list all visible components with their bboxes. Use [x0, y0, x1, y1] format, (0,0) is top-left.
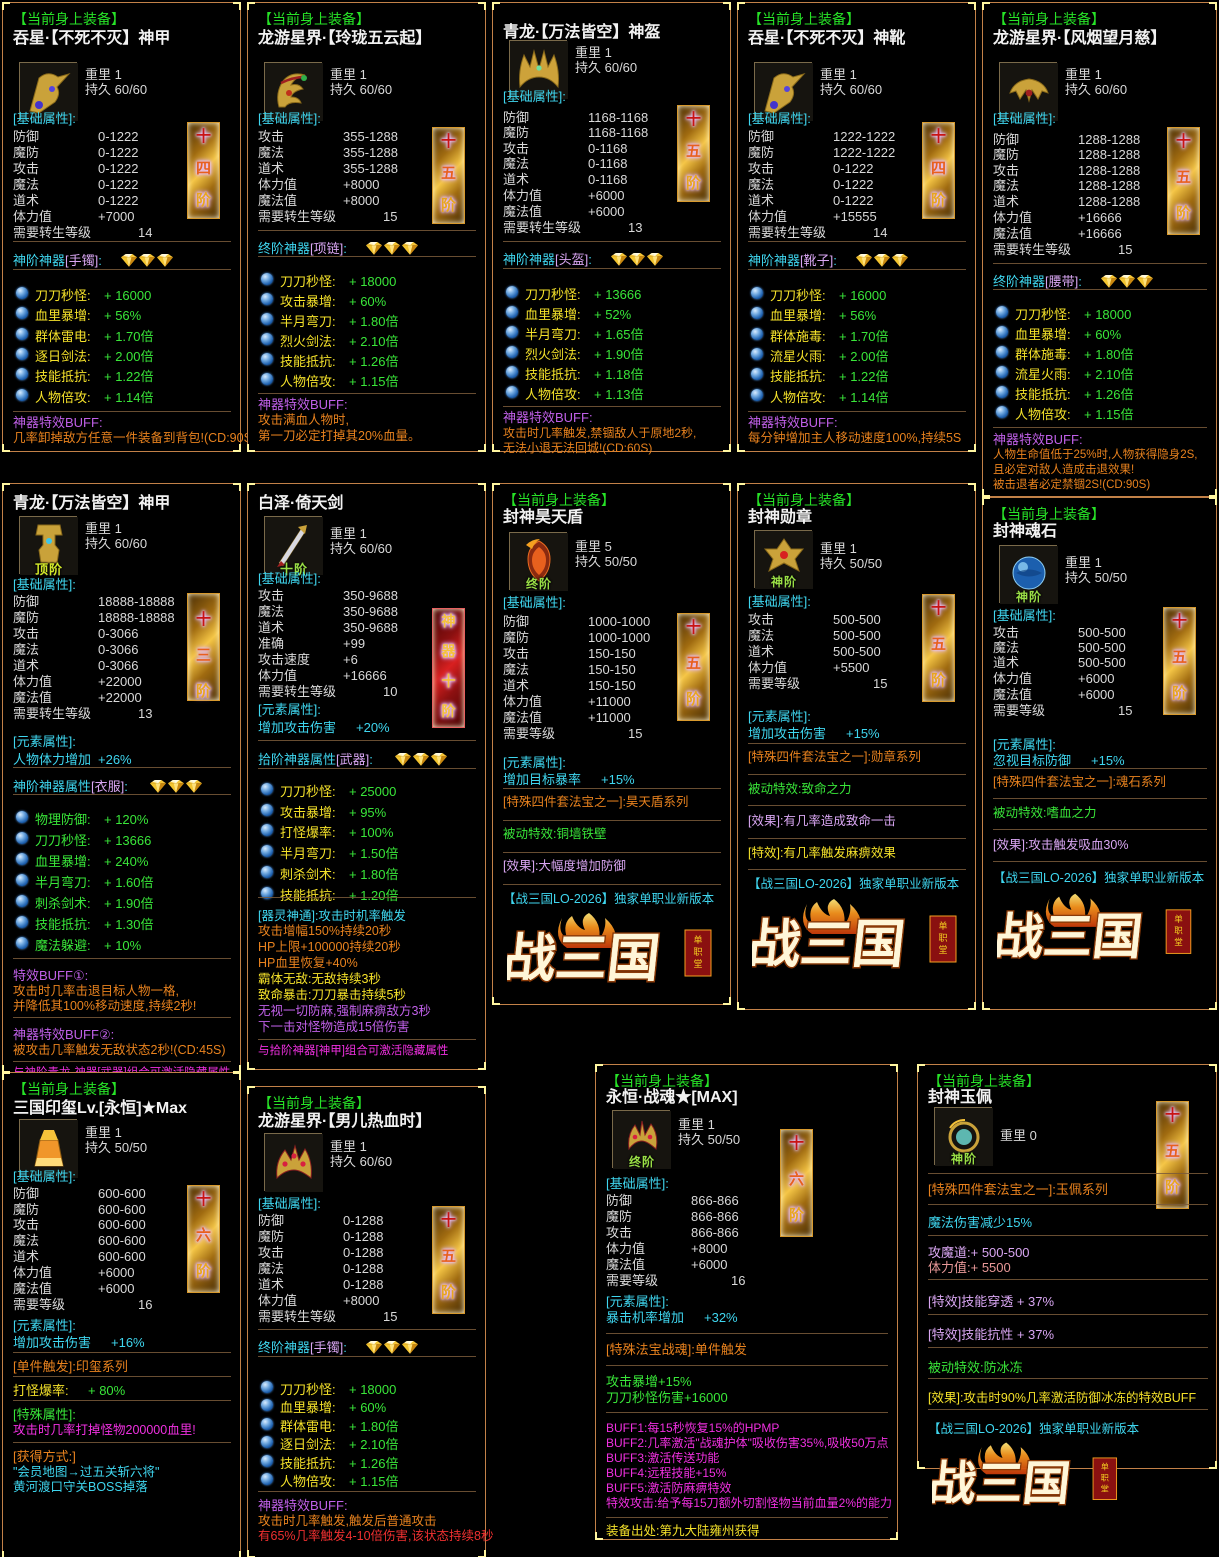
svg-text:单: 单 — [938, 920, 947, 931]
svg-text:单: 单 — [1101, 1462, 1109, 1472]
svg-text:战三国: 战三国 — [507, 930, 663, 988]
svg-text:堂: 堂 — [1101, 1483, 1109, 1493]
svg-text:堂: 堂 — [693, 958, 702, 969]
svg-text:单: 单 — [1174, 914, 1183, 924]
svg-text:职: 职 — [1101, 1474, 1109, 1483]
svg-text:职: 职 — [693, 947, 702, 957]
svg-text:战三国: 战三国 — [752, 916, 908, 974]
svg-text:职: 职 — [938, 933, 947, 943]
svg-text:单: 单 — [693, 934, 702, 945]
svg-text:职: 职 — [1174, 926, 1183, 936]
svg-text:堂: 堂 — [1174, 937, 1183, 947]
svg-text:战三国: 战三国 — [997, 910, 1145, 965]
svg-text:战三国: 战三国 — [932, 1457, 1073, 1510]
svg-text:堂: 堂 — [938, 944, 947, 955]
